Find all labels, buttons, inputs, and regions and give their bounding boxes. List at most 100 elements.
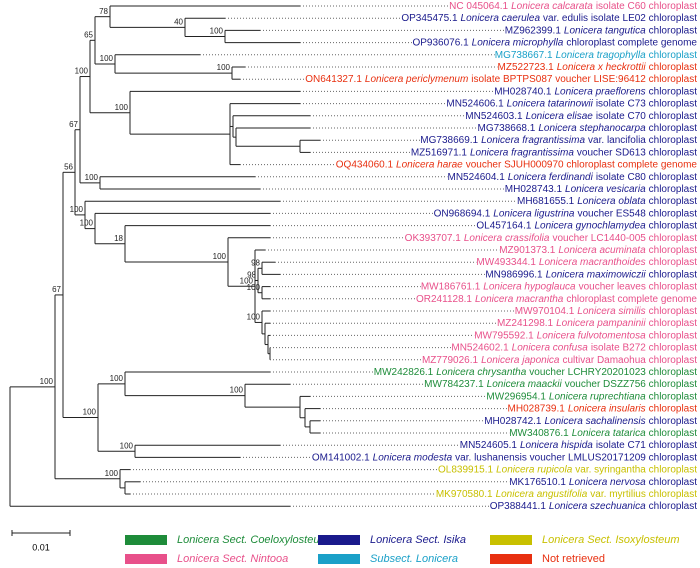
detail: chloroplast xyxy=(649,415,698,426)
leaf-label: MW784237.1 Lonicera maackii voucher DSZZ75… xyxy=(424,379,697,390)
species: Lonicera pampaninii xyxy=(556,318,646,329)
leaf-label: ON641327.1 Lonicera periclymenum isolate B… xyxy=(305,74,697,85)
leaf-label: MZ516971.1 Lonicera fragrantissima voucher… xyxy=(411,147,697,158)
accession: MG738667.1 xyxy=(495,49,553,60)
support-value: 100 xyxy=(210,27,224,36)
species: Lonicera periclymenum xyxy=(365,74,468,85)
species: Lonicera tatarinowii xyxy=(507,98,594,109)
detail: var. syringantha chloroplast xyxy=(575,464,697,475)
support-value: 18 xyxy=(114,234,123,243)
detail: chloroplast complete genome xyxy=(566,293,697,304)
support-value: 100 xyxy=(105,469,119,478)
leaf-label: MW242826.1 Lonicera chrysantha voucher LCH… xyxy=(374,367,697,378)
accession: OP936076.1 xyxy=(412,37,469,48)
legend-swatch xyxy=(490,554,532,564)
leaf-label: OP388441.1 Lonicera szechuanica chloroplas… xyxy=(490,501,697,512)
leaf-label: OK393707.1 Lonicera crassifolia voucher LC… xyxy=(405,232,698,243)
species: Lonicera elisae xyxy=(526,110,594,121)
detail: chloroplast xyxy=(649,403,698,414)
leaf-label: MZ962399.1 Lonicera tangutica chloroplast xyxy=(505,25,697,36)
detail: voucher SD613 chloroplast xyxy=(577,147,697,158)
leaf-label: MH028739.1 Lonicera insularis chloroplast xyxy=(508,403,698,414)
detail: chloroplast xyxy=(649,306,698,317)
support-value: 100 xyxy=(247,283,261,292)
legend-label: Not retrieved xyxy=(542,553,605,565)
support-value: 100 xyxy=(40,377,54,386)
legend-swatch xyxy=(125,535,167,545)
detail: chloroplast xyxy=(649,257,698,268)
species: Lonicera fulvotomentosa xyxy=(537,330,646,341)
species: Lonicera confusa xyxy=(512,342,589,353)
accession: MN524603.1 xyxy=(465,110,523,121)
accession: OK393707.1 xyxy=(405,232,462,243)
detail: chloroplast xyxy=(649,391,698,402)
accession: OP388441.1 xyxy=(490,501,547,512)
species: Lonicera microphylla xyxy=(472,37,564,48)
detail: chloroplast xyxy=(649,269,698,280)
leaf-label: MH681655.1 Lonicera oblata chloroplast xyxy=(517,196,697,207)
accession: MK176510.1 xyxy=(509,476,566,487)
species: Lonicera crassifolia xyxy=(464,232,550,243)
accession: MW493344.1 xyxy=(476,257,536,268)
legend-label: Subsect. Lonicera xyxy=(370,553,458,565)
scale-label: 0.01 xyxy=(32,542,50,552)
species: Lonicera caerulea xyxy=(461,13,541,24)
legend-swatch xyxy=(318,554,360,564)
accession: ON641327.1 xyxy=(305,74,362,85)
detail: chloroplast xyxy=(649,318,698,329)
detail: isolate C73 chloroplast xyxy=(596,98,697,109)
species: Lonicera angustifolia xyxy=(496,489,588,500)
legend-label: Lonicera Sect. Coeloxylosteum xyxy=(177,534,329,546)
species: Lonicera fragrantissima xyxy=(481,135,585,146)
support-value: 100 xyxy=(230,386,244,395)
accession: MN524605.1 xyxy=(460,440,518,451)
leaf-label: MH028742.1 Lonicera sachalinensis chloropl… xyxy=(484,415,697,426)
leaf-label: MW340876.1 Lonicera tatarica chloroplast xyxy=(509,428,697,439)
detail: var. lushanensis voucher LMLUS20171209 c… xyxy=(455,452,697,463)
accession: OL457164.1 xyxy=(476,220,531,231)
leaf-label: MN524604.1 Lonicera ferdinandi isolate C80… xyxy=(448,171,698,182)
detail: chloroplast xyxy=(649,220,698,231)
accession: MH028740.1 xyxy=(494,86,552,97)
detail: isolate BPTPS087 voucher LISE:96412 chlo… xyxy=(471,74,697,85)
accession: MN524604.1 xyxy=(448,171,506,182)
leaf-label: MN524605.1 Lonicera hispida isolate C71 ch… xyxy=(460,440,697,451)
detail: voucher SJUH000970 chloroplast complete … xyxy=(466,159,698,170)
species: Lonicera modesta xyxy=(373,452,453,463)
species: Lonicera hispida xyxy=(520,440,593,451)
legend-swatch xyxy=(125,554,167,564)
species: Lonicera rupicola xyxy=(496,464,573,475)
accession: MH681655.1 xyxy=(517,196,575,207)
species: Lonicera hypoglauca xyxy=(483,281,576,292)
support-value: 100 xyxy=(80,219,94,228)
accession: MW296954.1 xyxy=(486,391,546,402)
support-value: 78 xyxy=(99,7,108,16)
species: Lonicera szechuanica xyxy=(549,501,646,512)
leaf-label: MW795592.1 Lonicera fulvotomentosa chlorop… xyxy=(474,330,697,341)
detail: chloroplast complete genome xyxy=(566,37,697,48)
support-value: 100 xyxy=(75,67,89,76)
legend-swatch xyxy=(318,535,360,545)
support-value: 100 xyxy=(85,173,99,182)
leaf-label: MH028743.1 Lonicera vesicaria chloroplast xyxy=(505,184,697,195)
leaf-label: MZ779026.1 Lonicera japonica cultivar Dama… xyxy=(422,354,697,365)
detail: chloroplast xyxy=(649,330,698,341)
detail: chloroplast xyxy=(649,245,698,256)
accession: MN524602.1 xyxy=(451,342,509,353)
support-value: 100 xyxy=(240,276,254,285)
detail: voucher ES548 chloroplast xyxy=(577,208,697,219)
support-value: 100 xyxy=(120,441,134,450)
detail: chloroplast xyxy=(649,501,698,512)
accession: MZ901373.1 xyxy=(499,245,556,256)
species: Lonicera macrantha xyxy=(475,293,564,304)
detail: chloroplast xyxy=(649,49,698,60)
detail: voucher LCHRY20201023 chloroplast xyxy=(529,367,697,378)
species: Lonicera oblata xyxy=(577,196,646,207)
leaf-label: OR241128.1 Lonicera macrantha chloroplast … xyxy=(416,293,697,304)
accession: MZ241298.1 xyxy=(497,318,554,329)
leaf-label: MK970580.1 Lonicera angustifolia var. myrt… xyxy=(436,489,697,500)
accession: MZ516971.1 xyxy=(411,147,468,158)
support-value: 100 xyxy=(83,408,97,417)
leaf-label: MZ241298.1 Lonicera pampaninii chloroplast xyxy=(497,318,697,329)
